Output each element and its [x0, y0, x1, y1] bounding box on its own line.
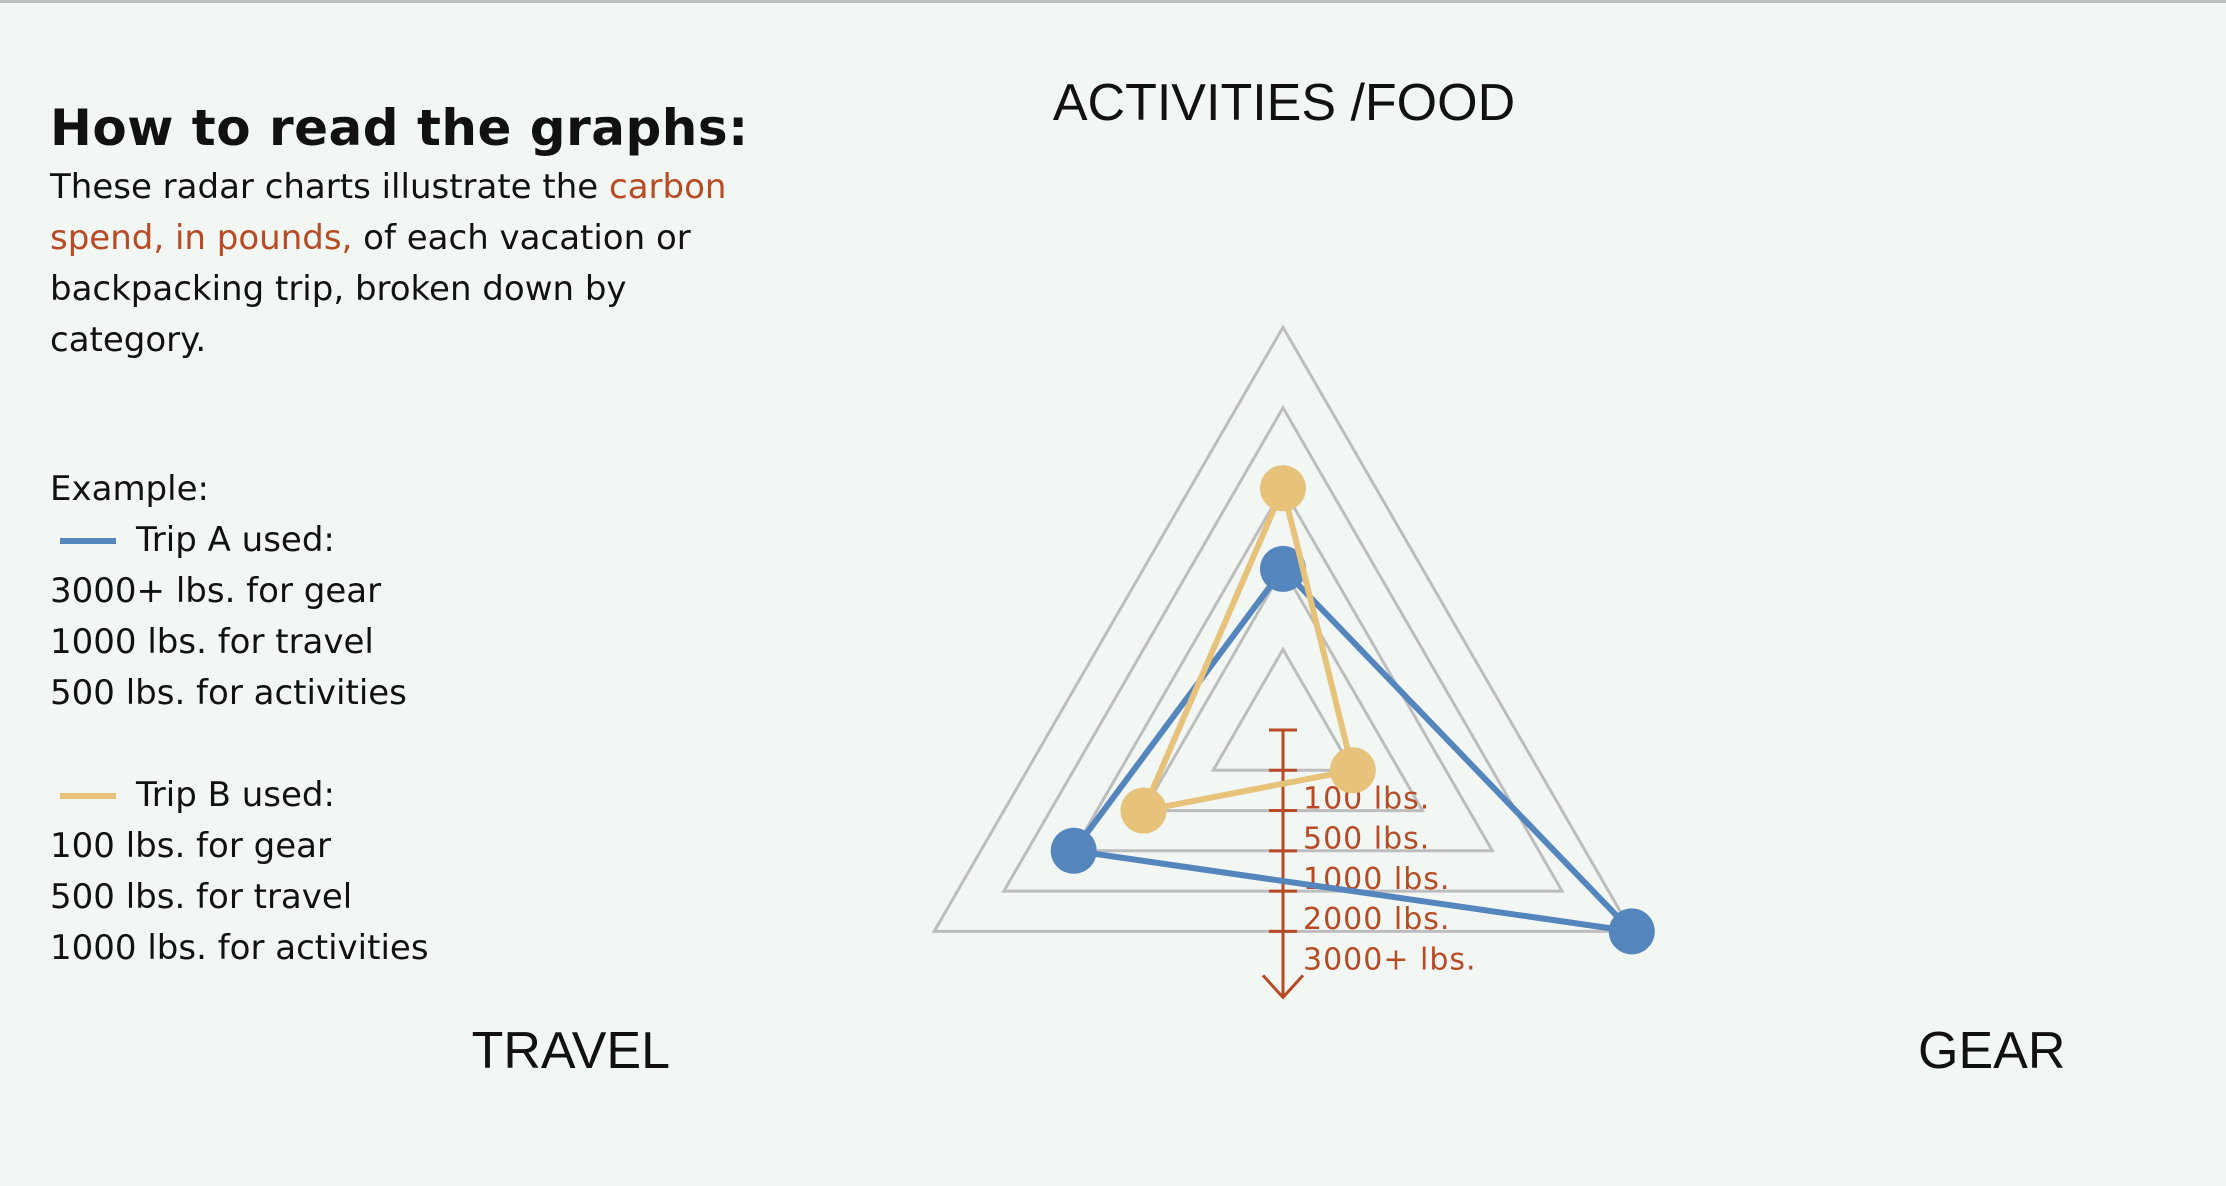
scale-tick-label: 1000 lbs. [1303, 862, 1450, 897]
top-border [0, 0, 2226, 3]
trip-b-line: 500 lbs. for travel [50, 877, 353, 917]
legend-intro: These radar charts illustrate the carbon… [50, 162, 730, 366]
trip-a-swatch [60, 537, 116, 544]
data-point-trip-a-travel [1050, 827, 1097, 874]
axis-title-gear: GEAR [1918, 1022, 2065, 1080]
trip-b-header: Trip B used: [50, 770, 750, 821]
radar-series [1050, 465, 1655, 955]
scale-tick-label: 2000 lbs. [1303, 902, 1450, 937]
series-line-trip-b [1140, 485, 1356, 814]
trip-a-line: 3000+ lbs. for gear [50, 571, 382, 611]
trip-b-swatch [60, 792, 116, 799]
scale-tick-label: 3000+ lbs. [1303, 942, 1477, 977]
legend-title: How to read the graphs: [50, 99, 749, 157]
trip-a-line: 1000 lbs. for travel [50, 622, 374, 662]
data-point-trip-b-activities-food [1260, 465, 1306, 512]
example-label: Example: [50, 469, 209, 509]
data-point-trip-a-gear [1608, 908, 1655, 955]
axis-title-travel: TRAVEL [472, 1022, 670, 1080]
data-point-trip-a-activities-food [1260, 545, 1306, 592]
legend-panel: How to read the graphs: These radar char… [50, 96, 750, 974]
trip-a-header: Trip A used: [50, 515, 750, 566]
example-block: Example: Trip A used: 3000+ lbs. for gea… [50, 464, 750, 974]
trip-b-label: Trip B used: [136, 775, 335, 815]
series-line-trip-a [1070, 565, 1635, 935]
intro-text-start: These radar charts illustrate the [50, 167, 610, 207]
scale-arrowhead [1261, 974, 1305, 1000]
axis-title-activities: ACTIVITIES /FOOD [1053, 74, 1515, 132]
axis-titles: ACTIVITIES /FOOD GEAR TRAVEL [472, 74, 2066, 1080]
scale-axis: 100 lbs.500 lbs.1000 lbs.2000 lbs.3000+ … [1261, 728, 1477, 1000]
trip-a-label: Trip A used: [136, 520, 335, 560]
data-point-trip-b-gear [1329, 747, 1376, 794]
data-point-trip-b-travel [1120, 787, 1167, 834]
trip-b-line: 100 lbs. for gear [50, 826, 331, 866]
intro-text-end: of each vacation or backpacking trip, br… [50, 218, 691, 360]
trip-a-line: 500 lbs. for activities [50, 673, 407, 713]
trip-b-line: 1000 lbs. for activities [50, 928, 429, 968]
scale-tick-label: 500 lbs. [1303, 822, 1430, 857]
intro-highlight: carbon spend, in pounds, [50, 167, 727, 258]
